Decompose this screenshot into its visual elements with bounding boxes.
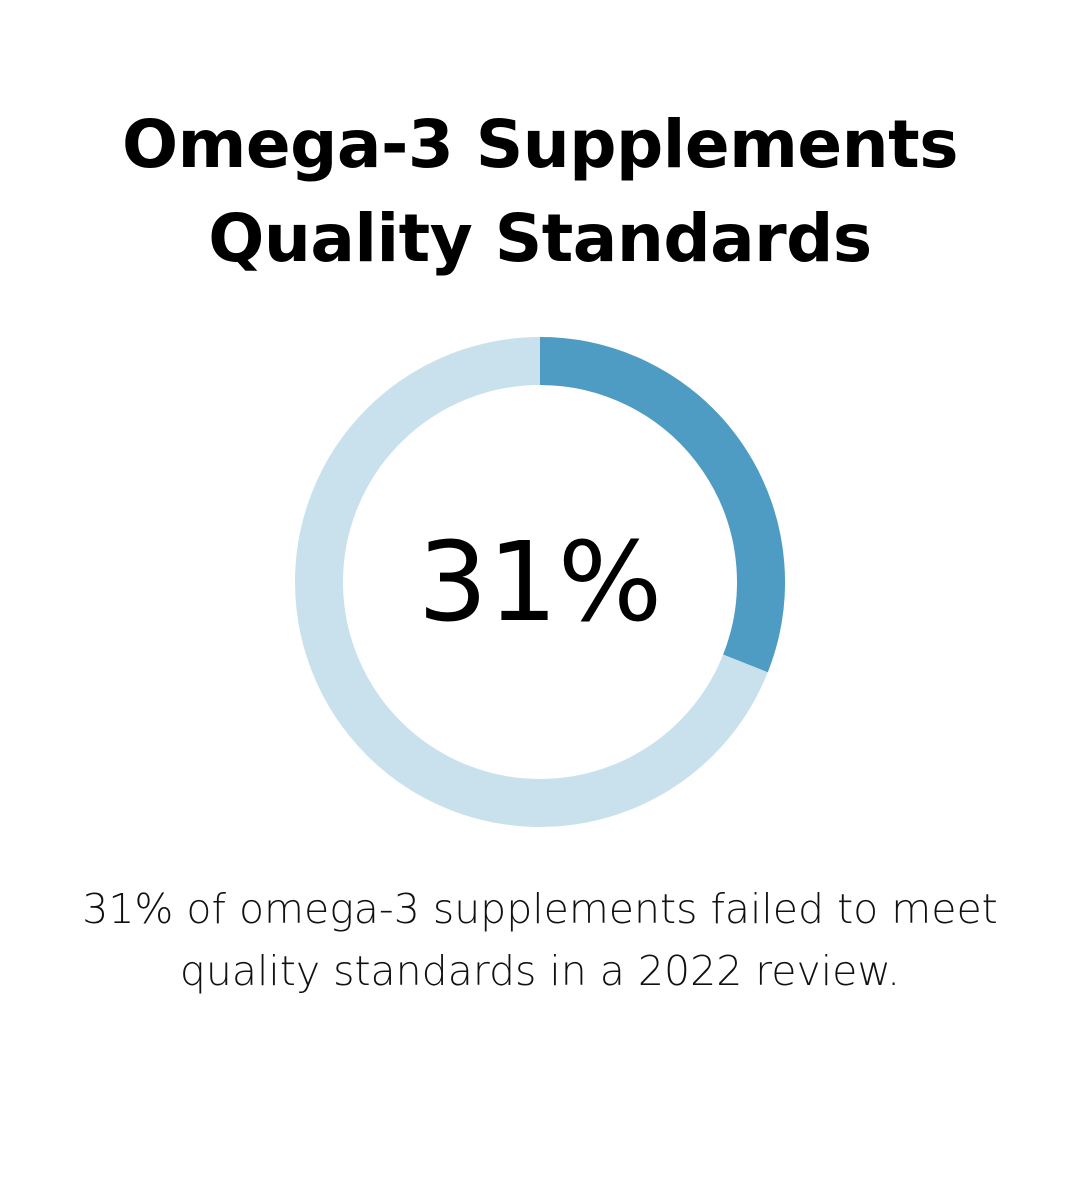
caption-line-1: 31% of omega-3 supplements failed to mee… bbox=[82, 885, 998, 933]
donut-center-label: 31% bbox=[418, 518, 663, 646]
chart-title-line-2: Quality Standards bbox=[208, 200, 872, 277]
donut-chart: 31% bbox=[290, 332, 790, 832]
chart-title-line-1: Omega-3 Supplements bbox=[122, 106, 958, 183]
donut-svg: 31% bbox=[295, 337, 785, 827]
caption-line-2: quality standards in a 2022 review. bbox=[179, 947, 901, 995]
caption: 31% of omega-3 supplements failed to mee… bbox=[0, 878, 1080, 1002]
chart-title: Omega-3 Supplements Quality Standards bbox=[0, 98, 1080, 286]
donut-value-slice bbox=[539, 337, 785, 673]
